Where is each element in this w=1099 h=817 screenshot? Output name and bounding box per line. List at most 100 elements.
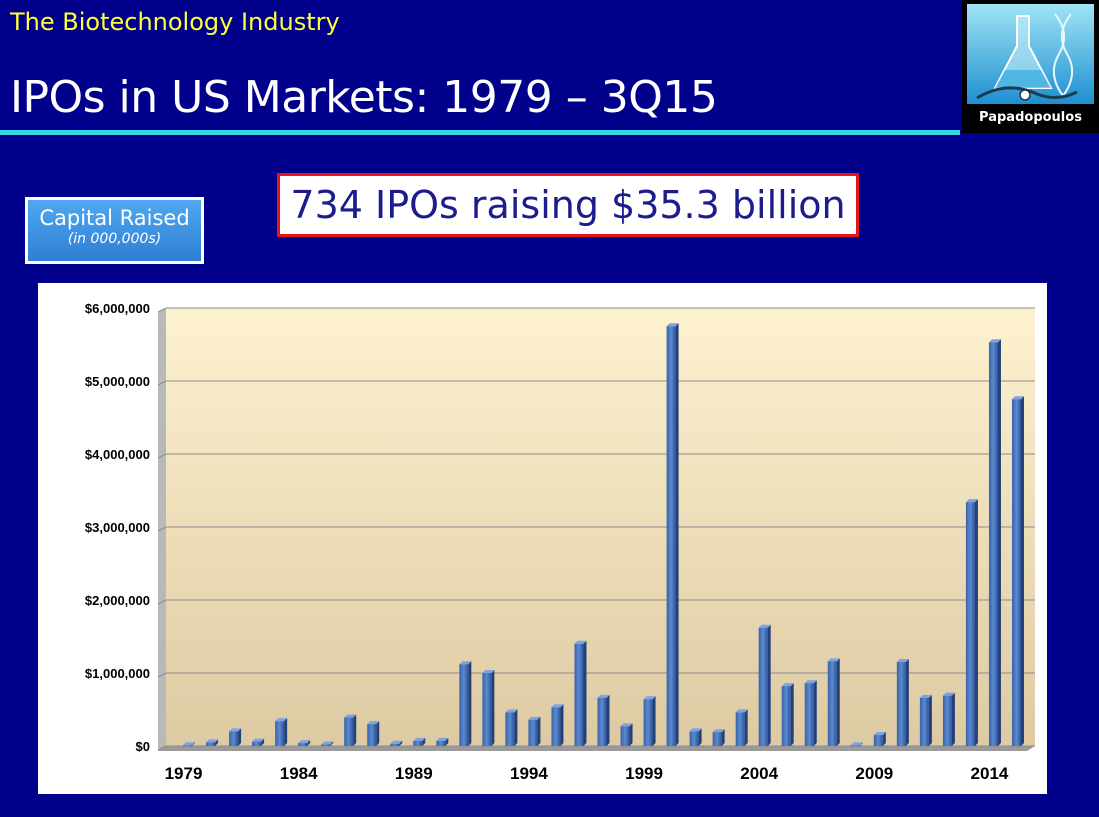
bar-2003: [735, 709, 748, 746]
bar-face: [183, 745, 193, 747]
x-tick-label: 1979: [165, 764, 203, 783]
bar-side: [951, 692, 955, 746]
bar-face: [321, 744, 331, 746]
bar-top: [321, 741, 334, 745]
bar-top: [206, 739, 219, 743]
plot-area: [157, 307, 1035, 751]
bar-side: [790, 683, 794, 746]
gridline-side: [157, 380, 167, 386]
bar-1979: [183, 742, 196, 747]
gridline-side: [157, 672, 167, 678]
bar-1998: [620, 723, 633, 746]
bar-face: [459, 664, 469, 746]
bar-face: [275, 721, 285, 746]
logo: Papadopoulos: [962, 0, 1099, 133]
bar-side: [560, 704, 564, 746]
bar-top: [781, 683, 794, 687]
bar-top: [804, 680, 817, 684]
bar-face: [206, 742, 216, 746]
bar-face: [735, 712, 745, 746]
bar-side: [675, 323, 679, 746]
bar-top: [390, 740, 403, 744]
bar-face: [643, 699, 653, 746]
bar-1993: [505, 709, 518, 746]
bar-1991: [459, 661, 472, 746]
bar-face: [436, 740, 446, 746]
bar-face: [413, 740, 423, 746]
bar-face: [988, 342, 998, 746]
bar-top: [551, 704, 564, 708]
bar-face: [229, 731, 239, 746]
bar-1987: [367, 721, 380, 746]
bar-face: [758, 627, 768, 746]
bar-2002: [712, 729, 725, 746]
headline-text: 734 IPOs raising $35.3 billion: [290, 183, 846, 227]
bar-top: [988, 339, 1001, 343]
bar-top: [344, 714, 357, 718]
gridline-side: [157, 599, 167, 605]
bar-1989: [413, 737, 426, 746]
bar-top: [965, 499, 978, 503]
bar-top: [873, 732, 886, 736]
bar-face: [574, 643, 584, 746]
bar-1983: [275, 718, 288, 746]
capital-raised-box: Capital Raised (in 000,000s): [25, 197, 204, 264]
bar-top: [919, 694, 932, 698]
bar-face: [689, 731, 699, 746]
bar-face: [252, 741, 262, 746]
bar-1990: [436, 737, 449, 746]
bar-2010: [896, 659, 909, 746]
x-tick-label: 1989: [395, 764, 433, 783]
bar-side: [698, 728, 702, 746]
bar-top: [1011, 396, 1024, 400]
bar-side: [652, 696, 656, 746]
chart-panel: $0 $1,000,000 $2,000,000 $3,000,000 $4,000,0…: [38, 283, 1047, 794]
bar-side: [997, 339, 1001, 746]
bar-face: [551, 707, 561, 746]
bar-side: [192, 742, 196, 746]
bar-side: [606, 694, 610, 746]
capital-units-label: (in 000,000s): [67, 231, 162, 247]
bar-side: [721, 729, 725, 746]
bar-side: [744, 709, 748, 746]
bar-2011: [919, 694, 932, 746]
bar-face: [896, 662, 906, 746]
bar-side: [1020, 396, 1024, 746]
bar-face: [482, 673, 492, 746]
x-axis: 1979 1984 1989 1994 1999 2004 2009 2014: [165, 764, 1009, 783]
bar-side: [928, 694, 932, 746]
plot-floor: [158, 746, 1035, 751]
bar-2015: [1011, 396, 1024, 746]
headline-box: 734 IPOs raising $35.3 billion: [277, 173, 859, 237]
bar-top: [597, 694, 610, 698]
bar-top: [275, 718, 288, 722]
bar-2001: [689, 728, 702, 746]
y-tick-label: $2,000,000: [85, 593, 150, 608]
x-tick-label: 1984: [280, 764, 318, 783]
bar-2006: [804, 680, 817, 746]
gridline-side: [157, 745, 167, 751]
bar-1992: [482, 670, 495, 746]
bar-side: [399, 740, 403, 746]
x-tick-label: 2009: [855, 764, 893, 783]
x-tick-label: 1999: [625, 764, 663, 783]
bar-side: [491, 670, 495, 746]
bar-2013: [965, 499, 978, 746]
bar-2012: [942, 692, 955, 746]
bar-face: [505, 712, 515, 746]
ipo-bar-chart: $0 $1,000,000 $2,000,000 $3,000,000 $4,000,0…: [85, 301, 1035, 783]
bar-top: [505, 709, 518, 713]
y-tick-label: $4,000,000: [85, 447, 150, 462]
bar-side: [238, 728, 242, 746]
bar-1995: [551, 704, 564, 746]
y-axis: $0 $1,000,000 $2,000,000 $3,000,000 $4,000,0…: [85, 301, 150, 754]
bar-face: [528, 719, 538, 746]
bar-face: [620, 726, 630, 746]
bar-side: [859, 742, 863, 746]
bar-top: [459, 661, 472, 665]
bar-2008: [850, 742, 863, 747]
bar-side: [307, 740, 311, 746]
bar-side: [422, 737, 426, 746]
y-tick-label: $5,000,000: [85, 374, 150, 389]
bar-side: [468, 661, 472, 746]
